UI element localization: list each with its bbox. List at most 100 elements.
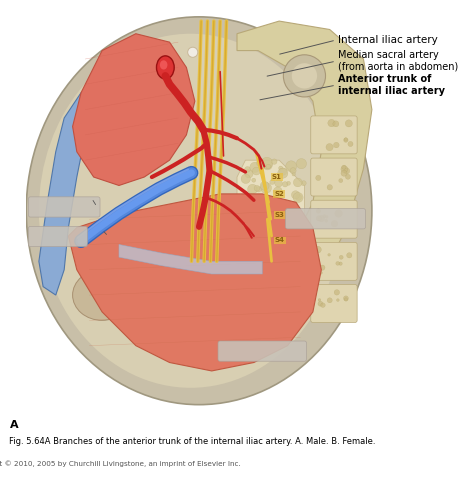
Circle shape — [272, 237, 283, 249]
Circle shape — [283, 182, 288, 187]
Ellipse shape — [160, 60, 167, 69]
Circle shape — [319, 265, 325, 270]
Circle shape — [273, 217, 278, 222]
Circle shape — [290, 201, 298, 209]
Circle shape — [326, 216, 328, 218]
Circle shape — [272, 159, 277, 164]
Circle shape — [335, 210, 342, 217]
Circle shape — [273, 187, 282, 196]
Circle shape — [290, 168, 296, 174]
Circle shape — [250, 162, 260, 172]
Polygon shape — [68, 194, 321, 371]
Circle shape — [254, 247, 265, 257]
Circle shape — [318, 301, 323, 306]
FancyBboxPatch shape — [311, 242, 357, 280]
Circle shape — [261, 157, 273, 169]
Circle shape — [316, 216, 321, 221]
Circle shape — [247, 221, 258, 233]
Circle shape — [293, 231, 301, 240]
Circle shape — [268, 245, 275, 253]
Circle shape — [245, 170, 253, 178]
Text: S2: S2 — [274, 191, 284, 197]
Circle shape — [301, 181, 306, 186]
Text: Fig. 5.64A Branches of the anterior trunk of the internal iliac artery. A. Male.: Fig. 5.64A Branches of the anterior trun… — [9, 437, 376, 446]
Circle shape — [346, 252, 352, 258]
Circle shape — [254, 185, 260, 191]
Circle shape — [279, 242, 283, 246]
Circle shape — [257, 208, 263, 214]
Circle shape — [243, 197, 252, 206]
Circle shape — [286, 182, 291, 185]
Circle shape — [250, 228, 257, 235]
Circle shape — [279, 166, 283, 170]
Circle shape — [247, 254, 256, 262]
Circle shape — [325, 219, 328, 222]
Circle shape — [271, 199, 279, 207]
Circle shape — [345, 120, 352, 127]
Circle shape — [244, 207, 249, 212]
Circle shape — [254, 254, 260, 260]
Circle shape — [241, 174, 250, 183]
Circle shape — [278, 168, 288, 178]
Circle shape — [293, 193, 303, 203]
Circle shape — [348, 141, 353, 147]
Text: Copyright © 2010, 2005 by Churchill Livingstone, an imprint of Elsevier Inc.: Copyright © 2010, 2005 by Churchill Livi… — [0, 460, 241, 467]
Circle shape — [318, 298, 321, 301]
Circle shape — [344, 296, 348, 301]
Circle shape — [188, 47, 198, 57]
Circle shape — [279, 168, 287, 175]
Ellipse shape — [292, 63, 317, 89]
Circle shape — [297, 235, 301, 240]
Circle shape — [336, 262, 339, 265]
Circle shape — [286, 161, 297, 172]
Circle shape — [341, 170, 347, 176]
Polygon shape — [119, 244, 262, 274]
Circle shape — [344, 298, 347, 301]
Circle shape — [259, 247, 268, 256]
Circle shape — [263, 160, 272, 170]
Circle shape — [292, 191, 300, 199]
Circle shape — [316, 175, 321, 181]
Circle shape — [255, 215, 265, 225]
Circle shape — [260, 204, 269, 214]
Circle shape — [245, 194, 249, 198]
Circle shape — [252, 227, 260, 234]
Circle shape — [279, 239, 288, 248]
Circle shape — [341, 166, 348, 172]
Circle shape — [295, 194, 301, 200]
Circle shape — [337, 299, 339, 301]
Text: S4: S4 — [275, 237, 285, 243]
Circle shape — [339, 179, 343, 182]
Circle shape — [328, 119, 335, 127]
Circle shape — [342, 165, 346, 169]
Polygon shape — [73, 34, 195, 185]
Circle shape — [292, 238, 297, 242]
Circle shape — [344, 138, 347, 141]
Circle shape — [274, 217, 278, 220]
Circle shape — [272, 253, 278, 259]
Text: Internal iliac artery: Internal iliac artery — [338, 35, 438, 45]
FancyBboxPatch shape — [311, 116, 357, 154]
Circle shape — [263, 229, 271, 237]
FancyBboxPatch shape — [28, 227, 87, 247]
Polygon shape — [39, 93, 94, 295]
Circle shape — [346, 174, 350, 179]
Circle shape — [256, 160, 263, 166]
Circle shape — [266, 164, 271, 169]
Polygon shape — [237, 21, 372, 329]
Circle shape — [328, 253, 330, 256]
Circle shape — [339, 255, 343, 259]
Circle shape — [282, 259, 287, 263]
Circle shape — [293, 178, 302, 187]
Circle shape — [282, 253, 293, 265]
Circle shape — [315, 246, 321, 253]
Circle shape — [261, 182, 272, 194]
Circle shape — [344, 168, 350, 174]
Circle shape — [331, 220, 338, 227]
Ellipse shape — [156, 56, 174, 79]
Circle shape — [245, 167, 250, 172]
Circle shape — [248, 221, 254, 227]
Circle shape — [320, 303, 325, 308]
Circle shape — [260, 244, 271, 255]
Circle shape — [260, 182, 269, 190]
